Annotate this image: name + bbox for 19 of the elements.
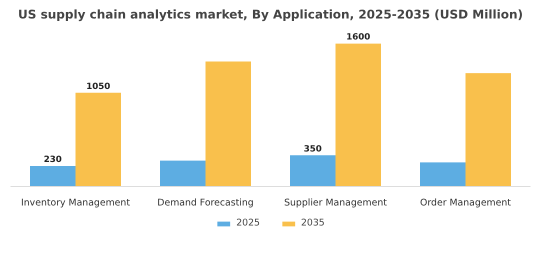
- x-tick-label: Demand Forecasting: [157, 198, 254, 208]
- bar: [290, 155, 336, 186]
- data-label: 1600: [346, 32, 370, 43]
- bar: [30, 166, 76, 186]
- bar: [206, 62, 251, 186]
- bar: [466, 73, 511, 186]
- x-tick-label: Order Management: [420, 198, 512, 208]
- bar: [336, 44, 381, 186]
- data-label: 230: [44, 154, 62, 165]
- legend-label: 2035: [301, 218, 325, 228]
- bar: [420, 162, 466, 186]
- x-tick-label: Inventory Management: [21, 198, 130, 208]
- bar: [76, 92, 121, 186]
- chart-title: US supply chain analytics market, By Application, 2025-2035 (USD Million): [18, 8, 523, 22]
- legend-label: 2025: [236, 218, 260, 228]
- bar: [160, 160, 206, 186]
- data-label: 1050: [86, 82, 110, 92]
- data-label: 350: [304, 144, 322, 154]
- x-tick-label: Supplier Management: [284, 198, 388, 208]
